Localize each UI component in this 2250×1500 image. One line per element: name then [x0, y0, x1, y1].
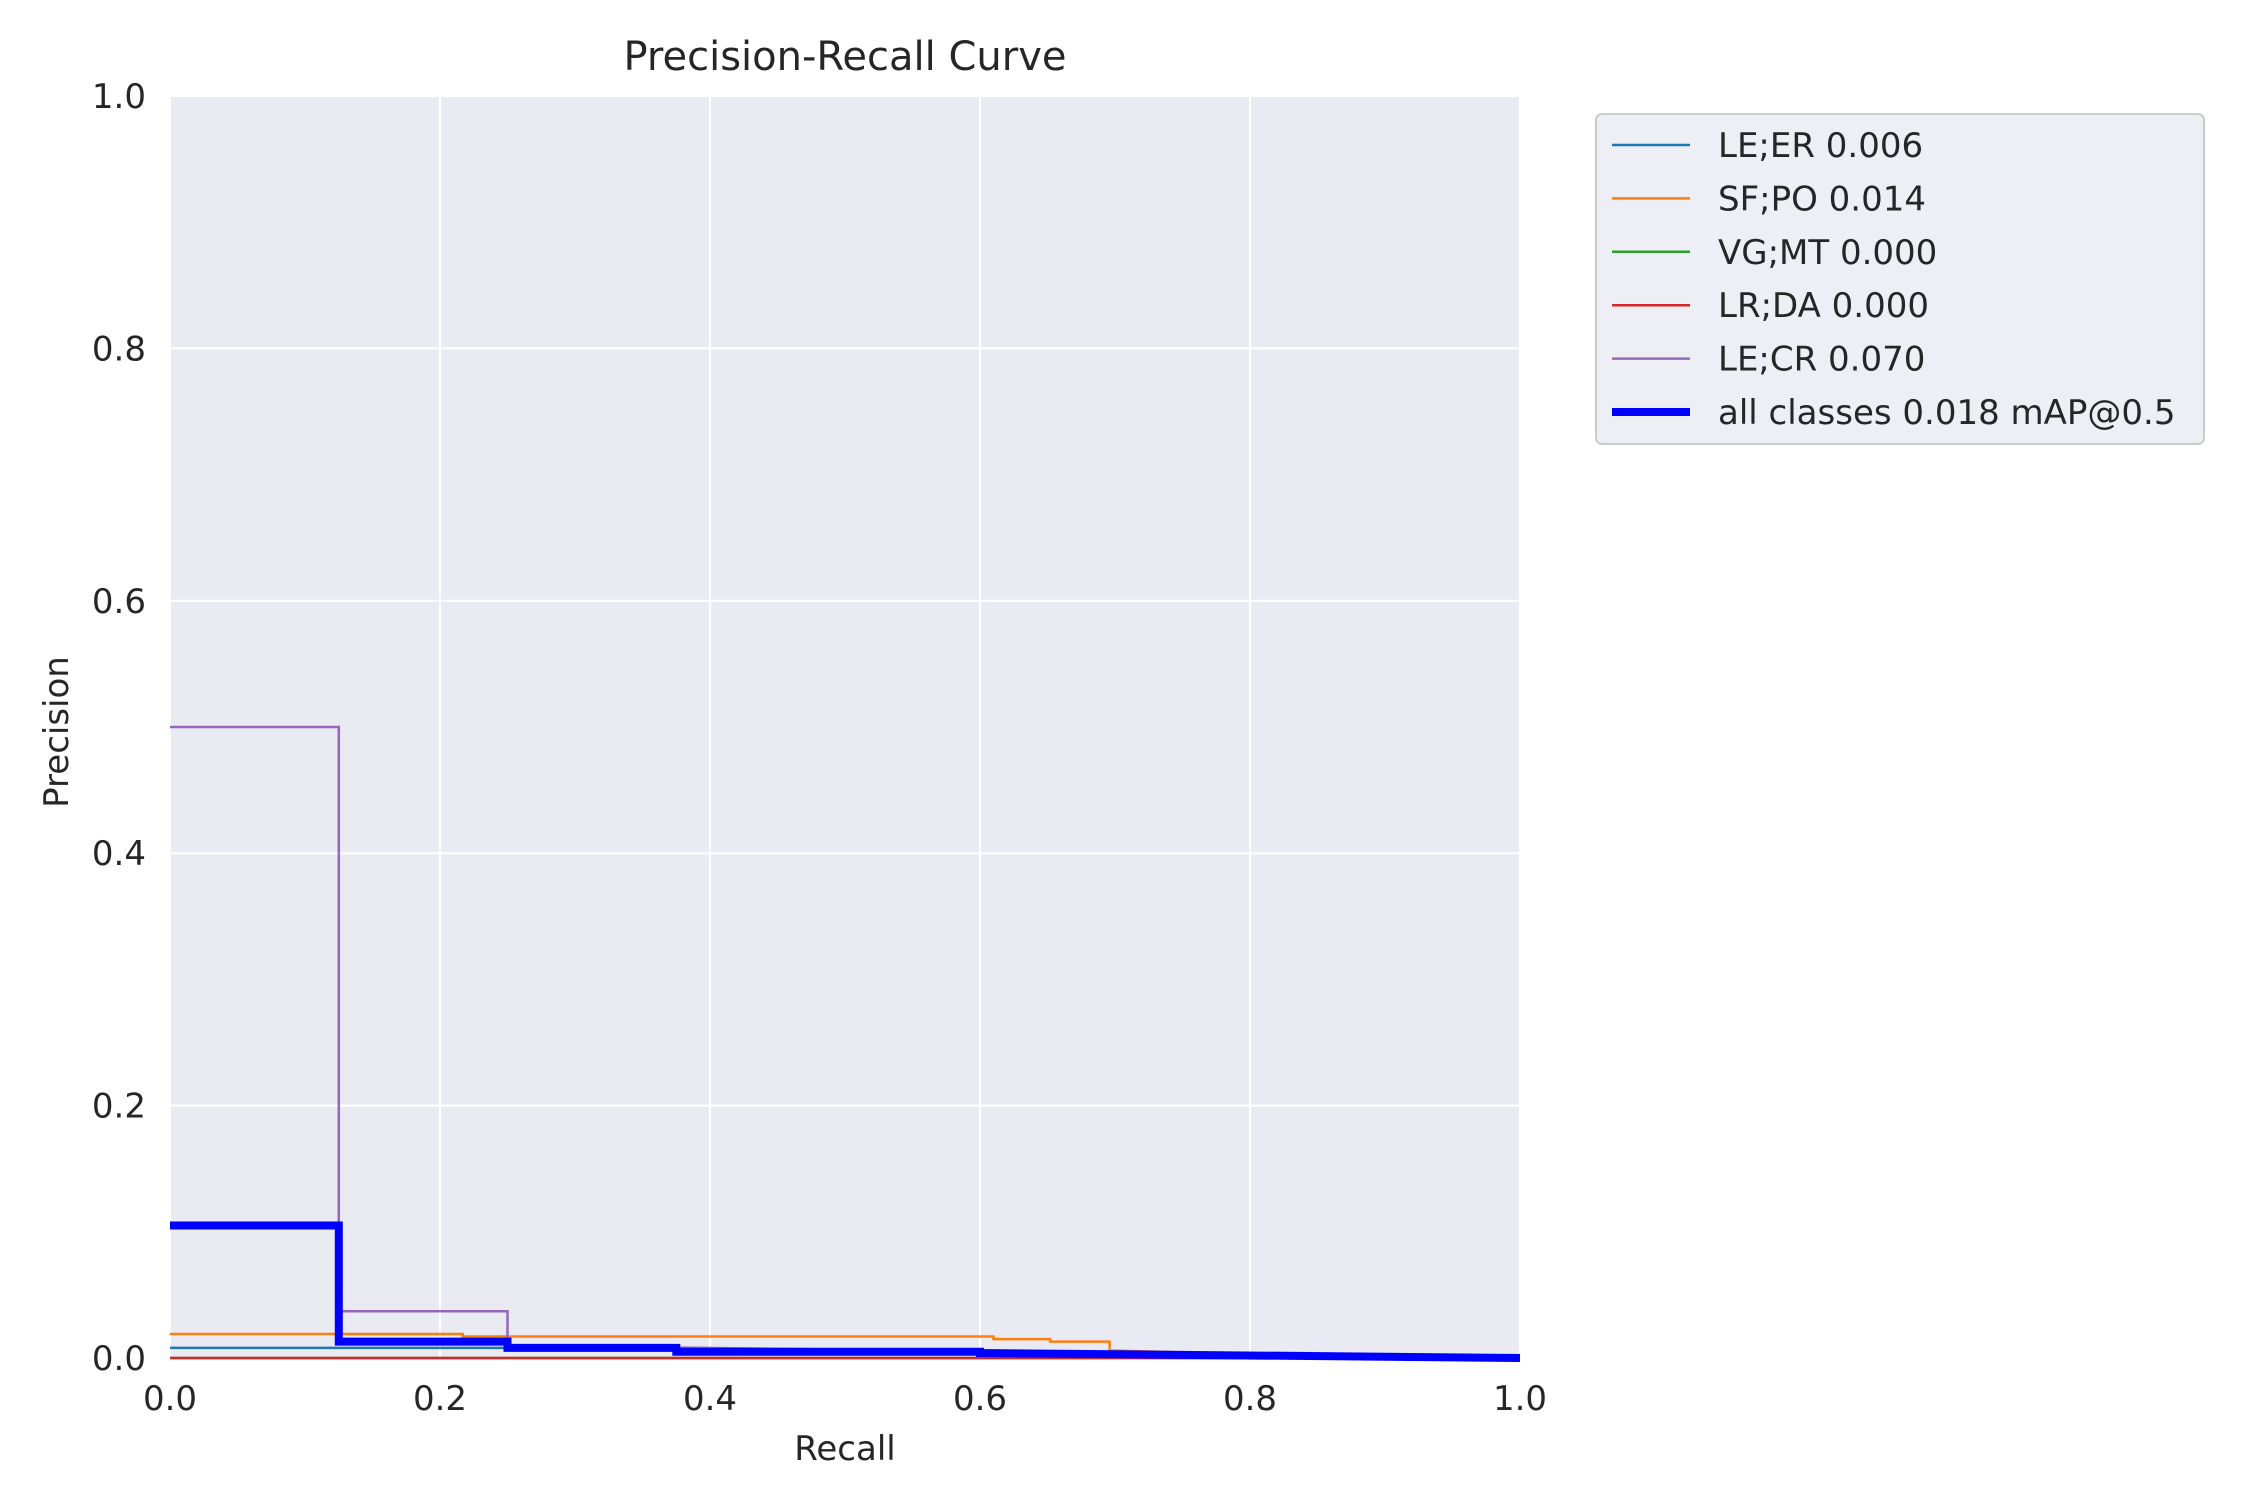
chart-title: Precision-Recall Curve	[624, 34, 1067, 80]
x-tick-label: 0.6	[953, 1379, 1007, 1419]
plot-area	[170, 96, 1520, 1358]
legend-label: LR;DA 0.000	[1718, 286, 1929, 326]
grid-lines	[169, 95, 1521, 1359]
y-tick-label: 0.8	[92, 329, 146, 369]
series-lines	[170, 725, 1521, 1362]
tick-labels: 0.0 0.2 0.4 0.6 0.8 1.0 0.0 0.2 0.4 0.6 0.8 1.0	[92, 77, 1547, 1419]
x-tick-label: 0.4	[683, 1379, 737, 1419]
legend-label: SF;PO 0.014	[1718, 179, 1926, 219]
legend-label: LE;CR 0.070	[1718, 340, 1925, 380]
y-tick-label: 0.2	[92, 1087, 146, 1127]
x-tick-label: 0.0	[143, 1379, 197, 1419]
series-line-5	[170, 1221, 1521, 1362]
legend-box	[1595, 113, 2205, 445]
legend: LE;ER 0.006 SF;PO 0.014 VG;MT 0.000 LR;DA 0…	[1595, 113, 2205, 445]
x-axis-label: Recall	[794, 1429, 895, 1469]
x-tick-label: 1.0	[1493, 1379, 1547, 1419]
legend-label: VG;MT 0.000	[1718, 233, 1937, 273]
y-axis-label: Precision	[37, 656, 77, 808]
legend-label: all classes 0.018 mAP@0.5	[1718, 393, 2175, 433]
y-tick-label: 1.0	[92, 77, 146, 117]
y-tick-label: 0.6	[92, 582, 146, 622]
y-tick-label: 0.4	[92, 834, 146, 874]
x-tick-label: 0.2	[413, 1379, 467, 1419]
x-tick-label: 0.8	[1223, 1379, 1277, 1419]
y-tick-label: 0.0	[92, 1339, 146, 1379]
legend-label: LE;ER 0.006	[1718, 126, 1923, 166]
